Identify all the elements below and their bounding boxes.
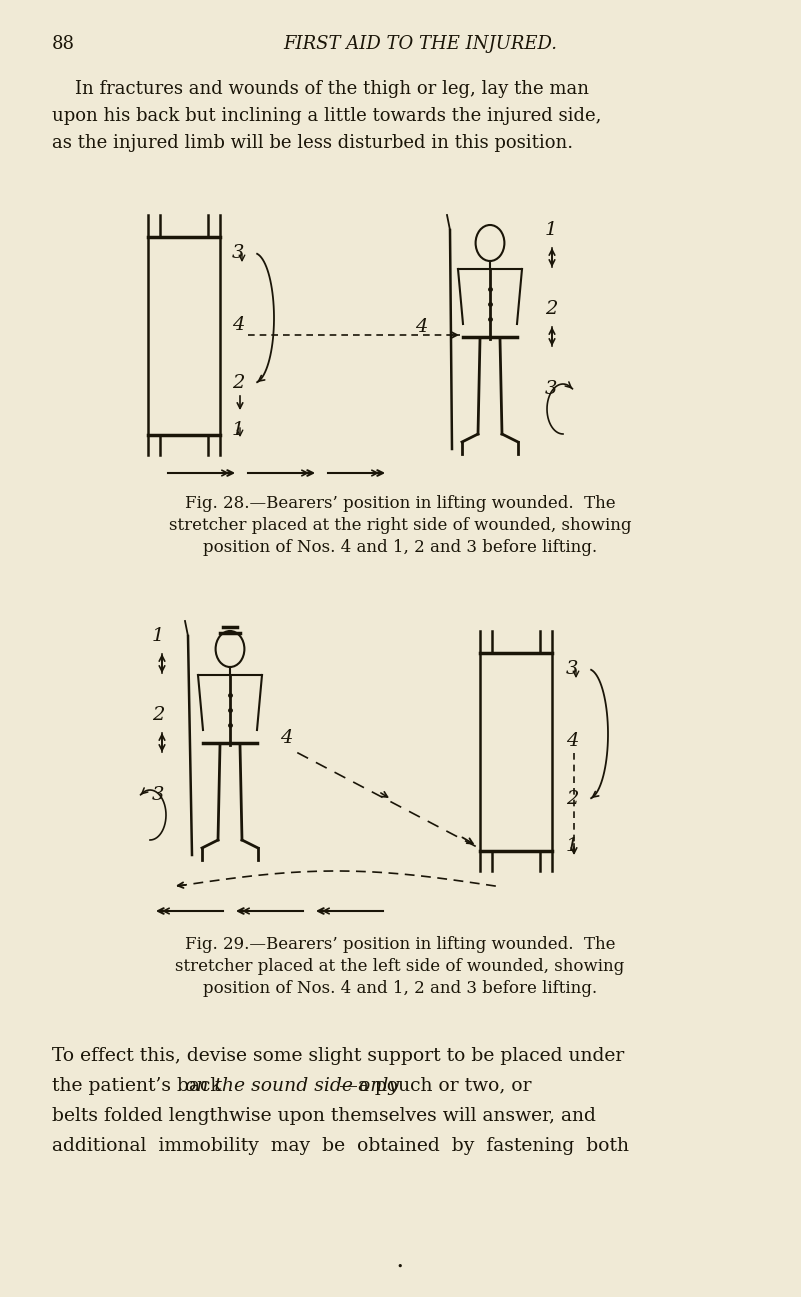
Text: Fig. 28.—Bearers’ position in lifting wounded.  The: Fig. 28.—Bearers’ position in lifting wo… [185,495,615,512]
Text: 4: 4 [280,729,292,747]
Text: 1: 1 [232,422,244,438]
Text: 3: 3 [152,786,164,804]
Text: 4: 4 [566,732,578,750]
Text: 4: 4 [232,316,244,335]
Text: stretcher placed at the right side of wounded, showing: stretcher placed at the right side of wo… [169,518,631,534]
Text: Fig. 29.—Bearers’ position in lifting wounded.  The: Fig. 29.—Bearers’ position in lifting wo… [185,936,615,953]
Text: 2: 2 [545,300,557,318]
Text: 3: 3 [566,660,578,678]
Text: In fractures and wounds of the thigh or leg, lay the man: In fractures and wounds of the thigh or … [52,80,589,99]
Text: FIRST AID TO THE INJURED.: FIRST AID TO THE INJURED. [283,35,557,53]
Text: 3: 3 [232,244,244,262]
Text: 1: 1 [566,837,578,855]
Text: 4: 4 [415,318,428,336]
Text: belts folded lengthwise upon themselves will answer, and: belts folded lengthwise upon themselves … [52,1108,596,1124]
Text: the patient’s back: the patient’s back [52,1077,227,1095]
Text: 1: 1 [152,626,164,645]
Text: 2: 2 [566,790,578,808]
Text: position of Nos. 4 and 1, 2 and 3 before lifting.: position of Nos. 4 and 1, 2 and 3 before… [203,981,597,997]
Text: additional  immobility  may  be  obtained  by  fastening  both: additional immobility may be obtained by… [52,1137,629,1156]
Text: on the sound side only: on the sound side only [185,1077,399,1095]
Text: 1: 1 [545,220,557,239]
Text: 2: 2 [232,374,244,392]
Text: position of Nos. 4 and 1, 2 and 3 before lifting.: position of Nos. 4 and 1, 2 and 3 before… [203,540,597,556]
Text: 88: 88 [52,35,75,53]
Text: 3: 3 [545,380,557,398]
Text: stretcher placed at the left side of wounded, showing: stretcher placed at the left side of wou… [175,958,625,975]
Text: To effect this, devise some slight support to be placed under: To effect this, devise some slight suppo… [52,1047,624,1065]
Text: 2: 2 [152,706,164,724]
Text: •: • [396,1262,403,1272]
Text: upon his back but inclining a little towards the injured side,: upon his back but inclining a little tow… [52,106,602,125]
Text: —a pouch or two, or: —a pouch or two, or [339,1077,532,1095]
Text: as the injured limb will be less disturbed in this position.: as the injured limb will be less disturb… [52,134,574,152]
